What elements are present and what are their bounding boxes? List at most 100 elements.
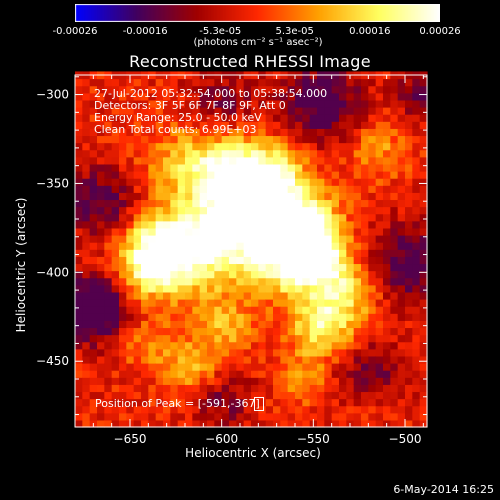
heatmap-cell xyxy=(75,85,83,94)
heatmap-cell xyxy=(133,256,142,265)
heatmap-cell xyxy=(229,313,237,321)
heatmap-cell xyxy=(339,192,347,201)
heatmap-cell xyxy=(405,284,413,293)
heatmap-cell xyxy=(265,99,274,108)
heatmap-cell xyxy=(75,142,83,151)
heatmap-cell xyxy=(126,363,135,371)
heatmap-cell xyxy=(353,142,362,151)
heatmap-cell xyxy=(82,178,91,186)
heatmap-cell xyxy=(280,242,289,250)
heatmap-cell xyxy=(243,334,252,343)
heatmap-cell xyxy=(243,391,252,400)
heatmap-cell xyxy=(82,299,91,307)
heatmap-cell xyxy=(104,377,113,385)
heatmap-cell xyxy=(383,128,391,137)
heatmap-cell xyxy=(383,199,391,208)
heatmap-cell xyxy=(383,121,391,129)
heatmap-cell xyxy=(258,185,267,193)
heatmap-cell xyxy=(199,227,208,236)
heatmap-cell xyxy=(353,391,362,400)
heatmap-cell xyxy=(258,327,267,336)
heatmap-cell xyxy=(412,398,421,407)
heatmap-cell xyxy=(412,199,421,208)
heatmap-cell xyxy=(243,277,252,286)
heatmap-cell xyxy=(192,306,201,314)
heatmap-cell xyxy=(353,405,362,414)
heatmap-cell xyxy=(207,114,215,122)
heatmap-cell xyxy=(221,419,230,428)
heatmap-cell xyxy=(361,128,369,137)
heatmap-cell xyxy=(324,142,333,151)
heatmap-cell xyxy=(258,320,267,329)
heatmap-cell xyxy=(317,235,325,243)
heatmap-cell xyxy=(170,299,179,307)
heatmap-cell xyxy=(119,384,127,393)
heatmap-cell xyxy=(412,256,421,265)
heatmap-cell xyxy=(163,327,171,336)
heatmap-cell xyxy=(97,398,105,407)
heatmap-cell xyxy=(133,156,142,165)
heatmap-cell xyxy=(141,142,149,151)
heatmap-cell xyxy=(251,270,259,279)
heatmap-cell xyxy=(309,99,318,108)
heatmap-cell xyxy=(170,121,179,129)
heatmap-cell xyxy=(236,405,245,414)
heatmap-cell xyxy=(97,306,105,314)
heatmap-cell xyxy=(309,327,318,336)
heatmap-cell xyxy=(148,220,157,229)
heatmap-cell xyxy=(339,99,347,108)
heatmap-cell xyxy=(346,355,355,364)
heatmap-cell xyxy=(287,299,296,307)
heatmap-cell xyxy=(221,121,230,129)
heatmap-cell xyxy=(214,299,223,307)
heatmap-cell xyxy=(148,256,157,265)
heatmap-cell xyxy=(119,135,127,144)
heatmap-cell xyxy=(155,334,164,343)
heatmap-cell xyxy=(368,398,377,407)
heatmap-cell xyxy=(119,99,127,108)
colorbar-tick-label: 0.00026 xyxy=(419,26,461,37)
heatmap-cell xyxy=(339,412,347,421)
heatmap-cell xyxy=(75,363,83,371)
heatmap-cell xyxy=(111,313,120,321)
heatmap-cell xyxy=(317,121,325,129)
heatmap-cell xyxy=(397,306,406,314)
heatmap-cell xyxy=(317,142,325,151)
heatmap-cell xyxy=(397,348,406,357)
heatmap-cell xyxy=(317,135,325,144)
heatmap-cell xyxy=(383,192,391,201)
heatmap-cell xyxy=(368,270,377,279)
heatmap-cell xyxy=(236,220,245,229)
heatmap-cell xyxy=(302,185,311,193)
heatmap-cell xyxy=(82,149,91,158)
heatmap-cell xyxy=(133,242,142,250)
heatmap-cell xyxy=(177,206,186,215)
heatmap-cell xyxy=(155,85,164,94)
heatmap-cell xyxy=(295,99,303,108)
heatmap-cell xyxy=(405,99,413,108)
heatmap-cell xyxy=(251,384,259,393)
heatmap-cell xyxy=(163,284,171,293)
heatmap-cell xyxy=(346,171,355,179)
heatmap-cell xyxy=(353,171,362,179)
heatmap-cell xyxy=(155,99,164,108)
heatmap-cell xyxy=(419,320,428,329)
heatmap-cell xyxy=(141,163,149,172)
heatmap-cell xyxy=(383,178,391,186)
heatmap-cell xyxy=(251,284,259,293)
heatmap-cell xyxy=(324,299,333,307)
heatmap-cell xyxy=(82,384,91,393)
heatmap-cell xyxy=(375,249,384,257)
heatmap-cell xyxy=(133,363,142,371)
heatmap-cell xyxy=(104,163,113,172)
heatmap-cell xyxy=(258,206,267,215)
heatmap-cell xyxy=(214,256,223,265)
heatmap-cell xyxy=(141,306,149,314)
heatmap-cell xyxy=(412,313,421,321)
heatmap-cell xyxy=(221,263,230,272)
heatmap-cell xyxy=(317,263,325,272)
heatmap-cell xyxy=(104,128,113,137)
heatmap-cell xyxy=(119,277,127,286)
heatmap-cell xyxy=(97,135,105,144)
heatmap-cell xyxy=(97,99,105,108)
